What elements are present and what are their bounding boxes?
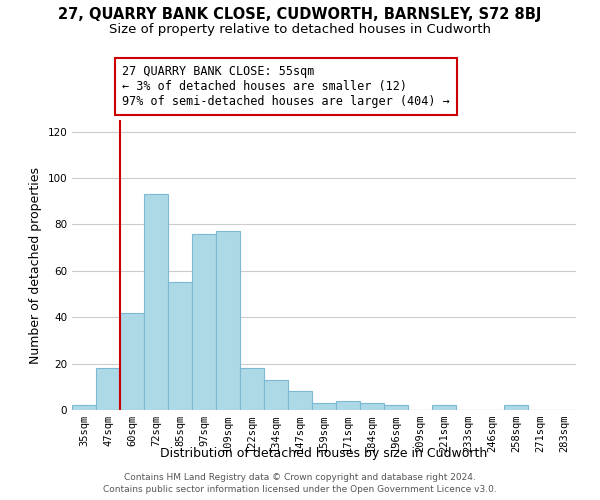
Bar [72,406,96,410]
Bar [504,406,528,410]
Bar [192,234,216,410]
Bar [240,368,264,410]
Bar [96,368,120,410]
Text: Contains HM Land Registry data © Crown copyright and database right 2024.: Contains HM Land Registry data © Crown c… [124,472,476,482]
Bar [264,380,288,410]
Bar [384,406,408,410]
Bar [432,406,456,410]
Text: 27, QUARRY BANK CLOSE, CUDWORTH, BARNSLEY, S72 8BJ: 27, QUARRY BANK CLOSE, CUDWORTH, BARNSLE… [58,8,542,22]
Text: Size of property relative to detached houses in Cudworth: Size of property relative to detached ho… [109,22,491,36]
Text: 27 QUARRY BANK CLOSE: 55sqm
← 3% of detached houses are smaller (12)
97% of semi: 27 QUARRY BANK CLOSE: 55sqm ← 3% of deta… [122,66,450,108]
Text: Contains public sector information licensed under the Open Government Licence v3: Contains public sector information licen… [103,485,497,494]
Bar [216,232,240,410]
Text: Distribution of detached houses by size in Cudworth: Distribution of detached houses by size … [160,448,488,460]
Bar [168,282,192,410]
Bar [336,400,360,410]
Bar [360,403,384,410]
Bar [288,392,312,410]
Y-axis label: Number of detached properties: Number of detached properties [29,166,42,364]
Bar [120,312,144,410]
Bar [144,194,168,410]
Bar [312,403,336,410]
